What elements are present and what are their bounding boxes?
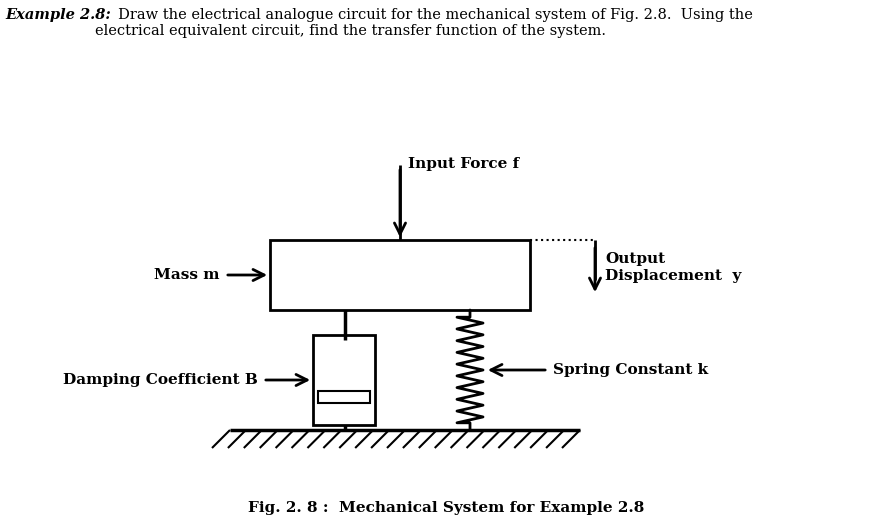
Text: Fig. 2. 8 :  Mechanical System for Example 2.8: Fig. 2. 8 : Mechanical System for Exampl… — [248, 501, 644, 515]
Text: Spring Constant k: Spring Constant k — [553, 363, 708, 377]
Text: Mass m: Mass m — [154, 268, 220, 282]
Text: Example 2.8:: Example 2.8: — [5, 8, 111, 22]
Text: Damping Coefficient B: Damping Coefficient B — [63, 373, 258, 387]
Bar — [313, 335, 375, 425]
Bar — [270, 240, 530, 310]
Text: Draw the electrical analogue circuit for the mechanical system of Fig. 2.8.  Usi: Draw the electrical analogue circuit for… — [95, 8, 753, 38]
Text: Input Force f: Input Force f — [408, 157, 519, 171]
Bar — [318, 391, 370, 403]
Text: Output
Displacement  y: Output Displacement y — [605, 253, 741, 282]
